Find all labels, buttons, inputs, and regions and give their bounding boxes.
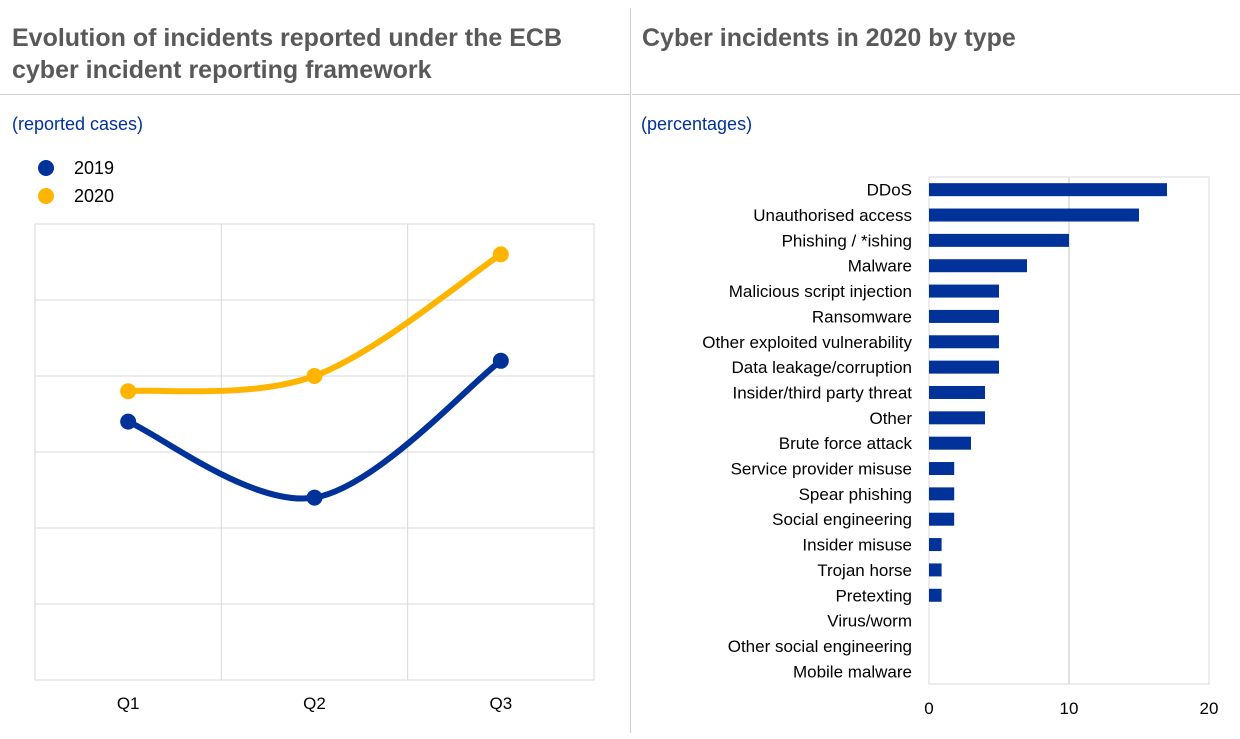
left-chart-title: Evolution of incidents reported under th… [12,24,563,84]
right-title-divider [632,94,1240,95]
data-point-2020 [492,246,509,263]
x-tick-label: Q3 [489,694,512,713]
bar [929,563,942,577]
category-label: Mobile malware [793,662,912,681]
category-label: Brute force attack [779,434,913,453]
category-label: Virus/worm [827,612,912,631]
x-tick-label: Q1 [117,694,140,713]
bar [929,233,1069,247]
category-label: Other social engineering [728,637,912,656]
x-tick-label: Q2 [303,694,326,713]
panel-divider [630,8,631,733]
left-title-divider [0,94,630,95]
category-label: Trojan horse [817,561,912,580]
category-label: Data leakage/corruption [731,358,912,377]
bar [929,436,971,450]
category-label: DDoS [867,181,912,200]
bar [929,385,985,399]
bar [929,284,999,298]
bar [929,512,955,526]
category-label: Ransomware [812,307,912,326]
left-panel: Evolution of incidents reported under th… [0,24,630,713]
bar [929,538,942,552]
legend-item-2019: 2019 [38,154,114,182]
category-label: Service provider misuse [731,460,912,479]
category-label: Malicious script injection [729,282,912,301]
data-point-2020 [120,383,137,400]
category-label: Pretexting [835,586,912,605]
bar [929,259,1027,273]
x-tick-label: 0 [924,699,933,718]
category-label: Unauthorised access [753,206,912,225]
category-label: Insider/third party threat [732,383,912,402]
right-chart-title: Cyber incidents in 2020 by type [642,24,1016,52]
category-label: Phishing / *ishing [782,231,912,250]
bar [929,183,1167,197]
bar [929,411,985,425]
data-point-2019 [492,352,509,369]
legend-label-2019: 2019 [74,157,115,178]
bar [929,309,999,323]
bar [929,588,942,602]
legend-marker-2019 [38,160,54,176]
bar [929,208,1139,222]
data-point-2019 [306,489,323,506]
x-tick-label: 10 [1060,699,1079,718]
line-chart: Q1 Q2 Q3 [34,223,595,713]
x-tick-label: 20 [1200,699,1219,718]
line-chart-legend: 2019 2020 [38,154,114,210]
bar [929,335,999,349]
bar [929,487,955,501]
legend-marker-2020 [38,188,54,204]
category-label: Malware [848,257,912,276]
bar [929,462,955,476]
bar [929,360,999,374]
category-label: Spear phishing [799,485,912,504]
left-chart-subtitle: (reported cases) [12,114,144,134]
legend-label-2020: 2020 [74,185,115,206]
right-panel: Cyber incidents in 2020 by type (percent… [632,0,1240,739]
category-label: Social engineering [772,510,912,529]
legend-item-2020: 2020 [38,182,114,210]
bar-chart: 0 10 20 DDoS Unauthorised access Phishing / *… [702,176,1219,718]
right-chart-subtitle: (percentages) [641,114,753,134]
category-label: Other [869,409,912,428]
category-label: Other exploited vulnerability [702,333,912,352]
data-point-2020 [306,368,323,384]
data-point-2019 [120,413,137,430]
category-label: Insider misuse [802,536,912,555]
